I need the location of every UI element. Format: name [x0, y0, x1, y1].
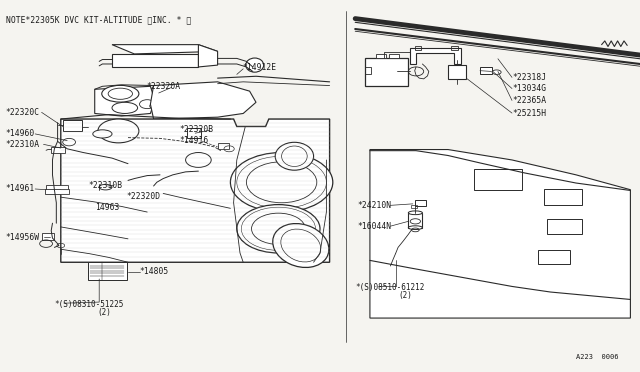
- Polygon shape: [112, 54, 198, 67]
- Text: *22310A: *22310A: [5, 140, 39, 149]
- Ellipse shape: [246, 58, 264, 72]
- Text: NOTE*22305K DVC KIT-ALTITUDE 〈INC. * 〉: NOTE*22305K DVC KIT-ALTITUDE 〈INC. * 〉: [6, 15, 191, 24]
- Bar: [415, 46, 421, 50]
- Bar: [46, 185, 68, 190]
- Bar: [389, 54, 399, 58]
- Text: *22320D: *22320D: [127, 192, 161, 201]
- Ellipse shape: [408, 226, 422, 230]
- Bar: [544, 189, 582, 205]
- Bar: [411, 205, 417, 208]
- Text: *14961: *14961: [5, 185, 35, 193]
- Text: *14960: *14960: [5, 129, 35, 138]
- Ellipse shape: [102, 86, 139, 102]
- Text: *13034G: *13034G: [512, 84, 546, 93]
- Bar: [451, 46, 458, 50]
- Bar: [88, 262, 127, 280]
- Bar: [63, 120, 82, 131]
- Text: (2): (2): [398, 291, 412, 300]
- Bar: [474, 169, 522, 190]
- Polygon shape: [150, 82, 256, 119]
- Bar: [448, 65, 466, 79]
- Text: 14963: 14963: [95, 203, 119, 212]
- Circle shape: [98, 119, 139, 143]
- Ellipse shape: [275, 142, 314, 170]
- Polygon shape: [410, 48, 461, 64]
- Text: *22320C: *22320C: [5, 108, 39, 117]
- Ellipse shape: [408, 211, 422, 215]
- Bar: [538, 250, 570, 264]
- Bar: [45, 189, 69, 194]
- Circle shape: [230, 153, 333, 212]
- Text: *14956W: *14956W: [5, 233, 39, 242]
- Bar: [51, 147, 65, 153]
- Text: (2): (2): [97, 308, 111, 317]
- Ellipse shape: [492, 70, 501, 74]
- Text: *14916: *14916: [179, 136, 209, 145]
- Bar: [218, 143, 229, 149]
- Text: *25215H: *25215H: [512, 109, 546, 118]
- Polygon shape: [95, 86, 155, 116]
- Text: *(S)08510-61212: *(S)08510-61212: [355, 283, 424, 292]
- Text: A223  0006: A223 0006: [576, 354, 618, 360]
- Text: *22320B: *22320B: [179, 125, 213, 134]
- Polygon shape: [198, 45, 218, 67]
- Ellipse shape: [273, 224, 329, 267]
- Polygon shape: [370, 150, 630, 318]
- Text: *22365A: *22365A: [512, 96, 546, 105]
- Bar: [408, 213, 422, 228]
- Circle shape: [237, 205, 320, 253]
- Bar: [480, 67, 492, 74]
- Circle shape: [186, 153, 211, 167]
- Bar: [547, 219, 582, 234]
- Text: *22320A: *22320A: [146, 82, 180, 91]
- Bar: [365, 58, 408, 86]
- Bar: [415, 200, 426, 206]
- Ellipse shape: [99, 185, 112, 190]
- Text: *(S)08310-51225: *(S)08310-51225: [54, 300, 124, 309]
- Ellipse shape: [112, 102, 138, 113]
- Text: *22318J: *22318J: [512, 73, 546, 82]
- Ellipse shape: [93, 130, 112, 138]
- Polygon shape: [112, 45, 218, 54]
- Text: *22310B: *22310B: [88, 181, 122, 190]
- Text: *14805: *14805: [140, 267, 169, 276]
- Text: *24210N: *24210N: [357, 201, 391, 210]
- Text: *14912E: *14912E: [242, 63, 276, 72]
- Bar: [376, 54, 386, 58]
- Bar: [187, 128, 201, 138]
- Bar: [42, 232, 54, 240]
- Polygon shape: [61, 119, 330, 262]
- Text: *16044N: *16044N: [357, 222, 391, 231]
- Bar: [365, 67, 371, 74]
